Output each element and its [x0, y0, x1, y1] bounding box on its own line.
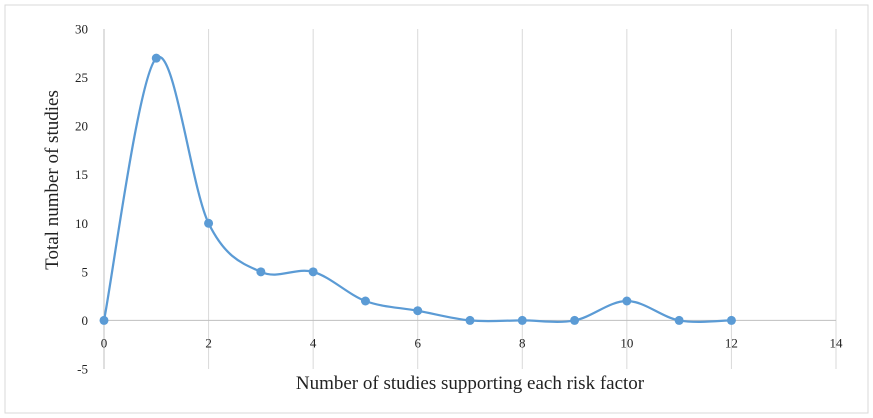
x-tick-label: 2 [205, 335, 212, 350]
y-tick-label: 15 [75, 167, 88, 182]
data-point [674, 315, 684, 325]
y-tick-label: 10 [75, 216, 88, 231]
data-point [99, 315, 109, 325]
y-tick-label: 30 [75, 22, 88, 37]
data-point [465, 315, 475, 325]
x-tick-label: 14 [830, 335, 844, 350]
data-point [570, 315, 580, 325]
x-tick-label: 4 [310, 335, 317, 350]
data-point [204, 218, 214, 228]
y-tick-label: 5 [82, 264, 89, 279]
y-tick-label: 20 [75, 119, 88, 134]
data-points [99, 53, 736, 325]
x-axis-title: Number of studies supporting each risk f… [296, 373, 645, 394]
y-tick-label: -5 [77, 362, 88, 377]
y-axis-title: Total number of studies [42, 90, 63, 270]
x-tick-label: 6 [414, 335, 421, 350]
data-point [360, 296, 370, 306]
x-tick-label: 10 [620, 335, 633, 350]
data-point [256, 267, 266, 277]
data-point [726, 315, 736, 325]
y-tick-label: 25 [75, 70, 88, 85]
data-point [622, 296, 632, 306]
x-tick-label: 12 [725, 335, 738, 350]
x-tick-label: 8 [519, 335, 526, 350]
x-tick-label: 0 [101, 335, 108, 350]
data-point [517, 315, 527, 325]
gridlines [208, 29, 837, 369]
tick-labels: -5 0 5 10 15 20 25 30 0 2 4 6 8 10 12 14 [75, 22, 843, 377]
data-point [308, 267, 318, 277]
data-point [151, 53, 161, 63]
data-point [413, 306, 423, 316]
y-tick-label: 0 [82, 313, 89, 328]
chart-frame [4, 4, 869, 414]
